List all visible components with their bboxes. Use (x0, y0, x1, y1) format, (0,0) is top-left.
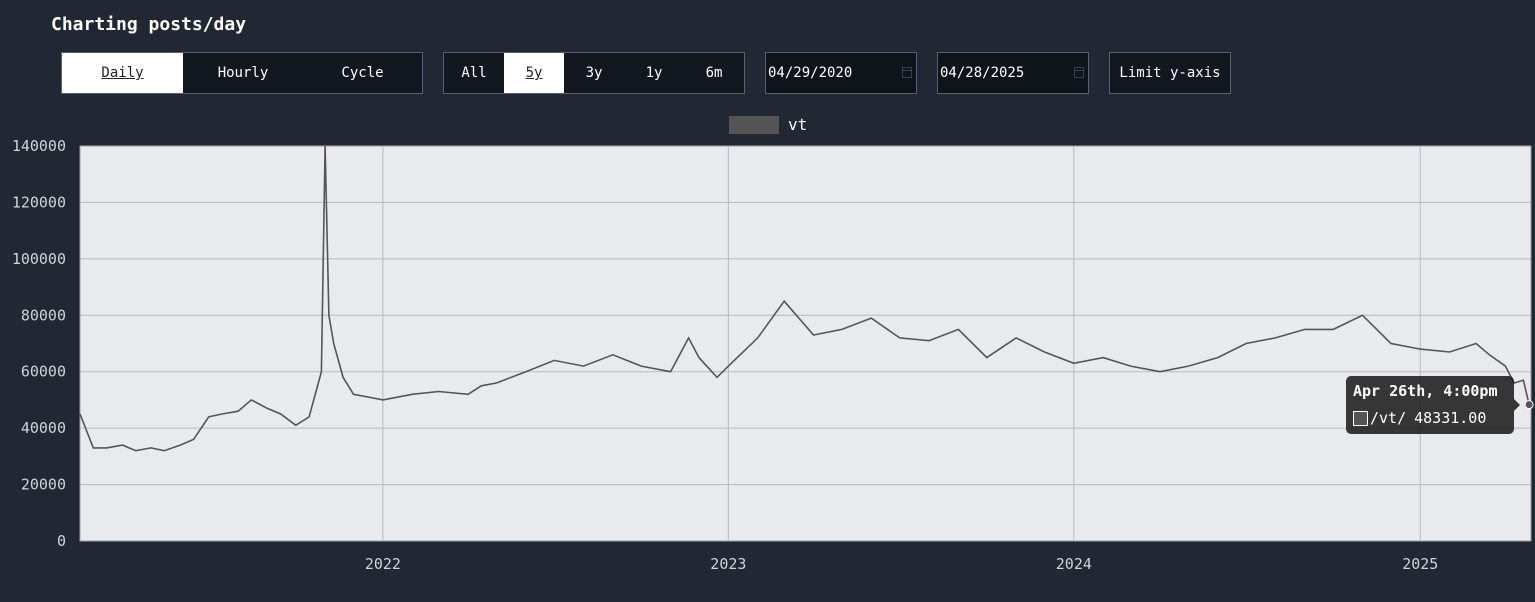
calendar-icon[interactable] (902, 67, 912, 78)
tooltip-caret (1514, 399, 1520, 411)
range-3y-button[interactable]: 3y (564, 53, 624, 93)
series-line-vt (79, 145, 1530, 452)
page-title: Charting posts/day (51, 14, 247, 35)
calendar-icon[interactable] (1074, 67, 1084, 78)
tooltip-series-label: /vt/ (1370, 409, 1407, 427)
y-tick-label: 0 (57, 532, 66, 550)
start-date-input[interactable]: 04/29/2020 (765, 52, 917, 94)
y-tick-label: 100000 (12, 250, 66, 268)
tab-cycle[interactable]: Cycle (303, 53, 422, 93)
tooltip-title: Apr 26th, 4:00pm (1353, 382, 1498, 400)
limit-y-axis-button[interactable]: Limit y-axis (1109, 52, 1231, 94)
plot-area (80, 146, 1531, 541)
x-tick-label: 2024 (1056, 555, 1092, 573)
series-point (1524, 400, 1534, 410)
y-tick-label: 40000 (21, 419, 66, 437)
range-1y-button[interactable]: 1y (624, 53, 684, 93)
range-5y-button[interactable]: 5y (504, 53, 564, 93)
chart-tooltip: Apr 26th, 4:00pm /vt/ 48331.00 (1346, 376, 1520, 434)
legend-label: vt (788, 115, 807, 134)
tooltip-color-swatch (1353, 410, 1368, 426)
plot-border (79, 145, 1532, 542)
tab-daily[interactable]: Daily (62, 53, 183, 93)
y-tick-label: 60000 (21, 363, 66, 381)
tab-hourly[interactable]: Hourly (183, 53, 303, 93)
range-tab-group: All 5y 3y 1y 6m (443, 52, 745, 94)
x-tick-label: 2025 (1402, 555, 1438, 573)
y-tick-label: 20000 (21, 476, 66, 494)
range-all-button[interactable]: All (444, 53, 504, 93)
y-tick-label: 80000 (21, 306, 66, 324)
x-tick-label: 2023 (710, 555, 746, 573)
y-tick-label: 140000 (12, 137, 66, 155)
start-date-value: 04/29/2020 (768, 65, 853, 81)
range-6m-button[interactable]: 6m (684, 53, 744, 93)
end-date-input[interactable]: 04/28/2025 (937, 52, 1089, 94)
end-date-value: 04/28/2025 (940, 65, 1025, 81)
x-tick-label: 2022 (365, 555, 401, 573)
y-tick-label: 120000 (12, 193, 66, 211)
tooltip-value: 48331.00 (1414, 409, 1487, 427)
legend-swatch (729, 116, 779, 134)
mode-tab-group: Daily Hourly Cycle (61, 52, 423, 94)
